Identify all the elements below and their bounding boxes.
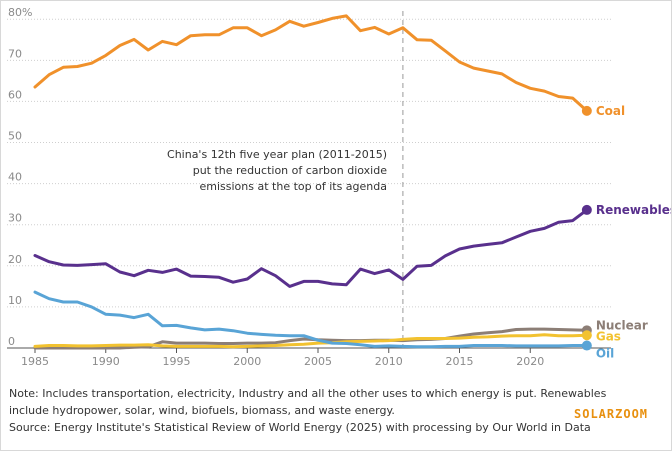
series-lines	[33, 14, 592, 351]
renewables-line	[33, 208, 589, 288]
x-tick-label: 2020	[516, 355, 544, 368]
x-tick-label: 2000	[233, 355, 261, 368]
y-tick-label: 60	[8, 88, 22, 101]
x-axis-ticks: 1985 1990 1995 2000 2005 2010 2015 2020	[21, 348, 544, 368]
chart-notes: Note: Includes transportation, electrici…	[9, 385, 649, 436]
x-tick-label: 2015	[446, 355, 474, 368]
oil-line	[33, 290, 589, 349]
line-chart: 0 10 20 30 40 50 60 70 80% 1985 1990 1995 2000 2005 2…	[7, 6, 671, 368]
coal-endpoint	[581, 105, 592, 116]
y-tick-label: 10	[8, 294, 22, 307]
annotation-line: put the reduction of carbon dioxide	[193, 164, 387, 177]
oil-series-label: Oil	[596, 347, 614, 361]
renewables-series-label: Renewables	[596, 203, 671, 217]
annotation: China's 12th five year plan (2011-2015) p…	[167, 148, 387, 193]
oil-endpoint	[581, 340, 592, 351]
x-tick-label: 1995	[163, 355, 191, 368]
y-tick-label: 0	[8, 335, 15, 348]
y-axis-ticks: 0 10 20 30 40 50 60 70 80%	[8, 6, 32, 348]
annotation-line: China's 12th five year plan (2011-2015)	[167, 148, 387, 161]
coal-line	[33, 14, 589, 113]
gas-endpoint	[581, 330, 592, 341]
y-tick-label: 50	[8, 130, 22, 143]
gas-series-label: Gas	[596, 329, 621, 343]
y-tick-label: 40	[8, 171, 22, 184]
y-tick-label: 70	[8, 47, 22, 60]
y-tick-label: 80%	[8, 6, 32, 19]
note-line-2: include hydropower, solar, wind, biofuel…	[9, 404, 395, 417]
x-tick-label: 2010	[375, 355, 403, 368]
annotation-line: emissions at the top of its agenda	[200, 180, 388, 193]
x-tick-label: 2005	[304, 355, 332, 368]
nuclear-series-label: Nuclear	[596, 318, 648, 332]
gas-line	[33, 333, 589, 349]
source-text: Source: Energy Institute's Statistical R…	[9, 421, 591, 434]
watermark-logo: SOLARZOOM	[574, 407, 649, 421]
y-tick-label: 30	[8, 212, 22, 225]
y-tick-label: 20	[8, 253, 22, 266]
x-tick-label: 1990	[92, 355, 120, 368]
renewables-endpoint	[581, 204, 592, 215]
x-tick-label: 1985	[21, 355, 49, 368]
note-line-1: Note: Includes transportation, electrici…	[9, 387, 607, 400]
coal-series-label: Coal	[596, 104, 625, 118]
